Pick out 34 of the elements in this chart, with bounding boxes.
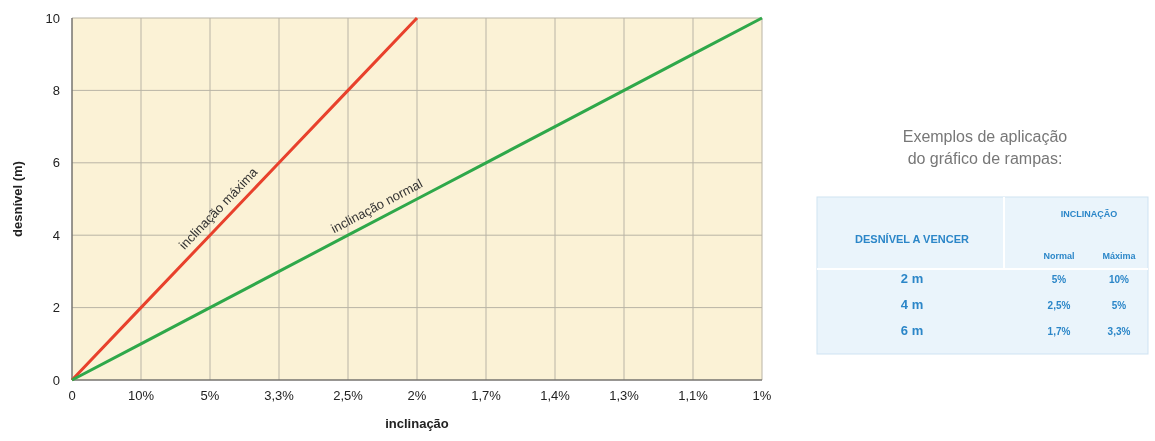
y-tick-label: 4 bbox=[52, 227, 60, 243]
x-tick-label: 0 bbox=[68, 388, 76, 403]
text: DESNÍVEL A VENCER bbox=[855, 233, 969, 245]
x-tick-label: 2,5% bbox=[333, 388, 364, 403]
text: Normal bbox=[1043, 251, 1075, 261]
text: 3,3% bbox=[1107, 326, 1131, 337]
x-tick-label: 10% bbox=[127, 388, 155, 403]
text: 6 m bbox=[900, 323, 924, 338]
x-tick-label: 1,3% bbox=[609, 388, 640, 403]
text: 1,7% bbox=[1047, 326, 1071, 337]
y-axis-title: desnível (m) bbox=[10, 161, 25, 237]
x-tick-label: 1% bbox=[752, 388, 772, 403]
y-tick-label: 8 bbox=[52, 82, 60, 98]
x-tick-label: 1,7% bbox=[471, 388, 502, 403]
text: 4 m bbox=[900, 297, 924, 312]
y-tick-label: 2 bbox=[52, 300, 60, 316]
x-tick-label: 1,4% bbox=[540, 388, 571, 403]
text: Exemplos de aplicação do gráfico de rampas: bbox=[902, 128, 1068, 167]
y-tick-label: 10 bbox=[45, 10, 60, 26]
x-axis-title: inclinação bbox=[385, 416, 449, 431]
text: 5% bbox=[1051, 274, 1067, 285]
x-tick-label: 5% bbox=[200, 388, 220, 403]
text: Máxima bbox=[1102, 251, 1137, 261]
x-tick-label: 2% bbox=[407, 388, 427, 403]
x-tick-label: 1,1% bbox=[678, 388, 709, 403]
y-tick-label: 0 bbox=[52, 372, 60, 388]
text: INCLINAÇÃO bbox=[1060, 209, 1118, 219]
line-series bbox=[70, 16, 764, 382]
x-tick-label: 3,3% bbox=[264, 388, 295, 403]
text: 10% bbox=[1108, 274, 1130, 285]
text: 5% bbox=[1111, 300, 1127, 311]
text: 2,5% bbox=[1047, 300, 1071, 311]
y-tick-label: 6 bbox=[52, 155, 60, 171]
text: 2 m bbox=[900, 271, 924, 286]
